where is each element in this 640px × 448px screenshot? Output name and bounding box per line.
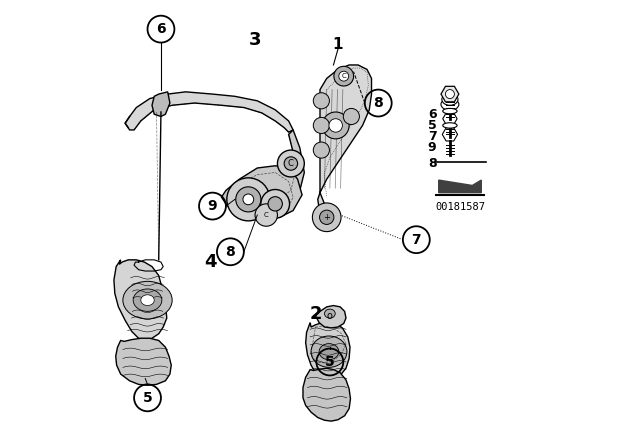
Text: 4: 4 — [204, 253, 216, 271]
Ellipse shape — [319, 210, 334, 224]
Ellipse shape — [329, 119, 342, 132]
Text: 8: 8 — [225, 245, 236, 259]
Polygon shape — [230, 130, 305, 208]
Polygon shape — [317, 65, 371, 226]
Ellipse shape — [314, 117, 330, 134]
Ellipse shape — [227, 178, 270, 221]
Text: 5: 5 — [428, 119, 436, 132]
Polygon shape — [316, 306, 346, 328]
Text: 8: 8 — [428, 157, 436, 170]
Ellipse shape — [312, 203, 341, 232]
Text: 5: 5 — [143, 391, 152, 405]
Ellipse shape — [133, 289, 162, 311]
Polygon shape — [116, 338, 172, 385]
Text: 5: 5 — [325, 355, 335, 369]
Polygon shape — [303, 368, 351, 421]
Polygon shape — [152, 92, 170, 116]
Ellipse shape — [141, 295, 154, 306]
Ellipse shape — [314, 142, 330, 158]
Text: C: C — [288, 159, 294, 168]
Ellipse shape — [311, 336, 347, 367]
Text: 7: 7 — [428, 130, 436, 143]
Ellipse shape — [443, 123, 457, 128]
Ellipse shape — [441, 99, 459, 110]
Polygon shape — [114, 260, 167, 340]
Ellipse shape — [284, 157, 298, 170]
Ellipse shape — [319, 344, 339, 360]
Text: 2: 2 — [309, 306, 322, 323]
Text: C: C — [341, 73, 346, 79]
Text: +: + — [323, 213, 330, 222]
Text: 00181587: 00181587 — [435, 202, 485, 212]
Ellipse shape — [236, 187, 261, 212]
Ellipse shape — [261, 190, 289, 218]
Ellipse shape — [445, 90, 454, 99]
Polygon shape — [306, 322, 350, 380]
Ellipse shape — [324, 309, 335, 318]
Text: o: o — [327, 311, 333, 321]
Ellipse shape — [123, 281, 172, 319]
Polygon shape — [439, 180, 481, 193]
Polygon shape — [125, 92, 293, 132]
Ellipse shape — [243, 194, 253, 205]
Text: 7: 7 — [412, 233, 421, 247]
Text: C: C — [264, 211, 269, 218]
Ellipse shape — [339, 71, 349, 81]
Ellipse shape — [443, 108, 457, 114]
Text: 9: 9 — [207, 199, 218, 213]
Text: 1: 1 — [333, 37, 343, 52]
Polygon shape — [221, 166, 302, 220]
Ellipse shape — [442, 94, 458, 105]
Ellipse shape — [268, 197, 282, 211]
Ellipse shape — [323, 112, 349, 139]
Ellipse shape — [255, 204, 278, 226]
Ellipse shape — [314, 93, 330, 109]
Ellipse shape — [343, 108, 360, 125]
Text: 6: 6 — [428, 108, 436, 121]
Ellipse shape — [334, 66, 354, 86]
Ellipse shape — [278, 150, 305, 177]
Text: 3: 3 — [249, 31, 261, 49]
Text: 8: 8 — [373, 96, 383, 110]
Text: 6: 6 — [156, 22, 166, 36]
Text: 9: 9 — [428, 141, 436, 155]
